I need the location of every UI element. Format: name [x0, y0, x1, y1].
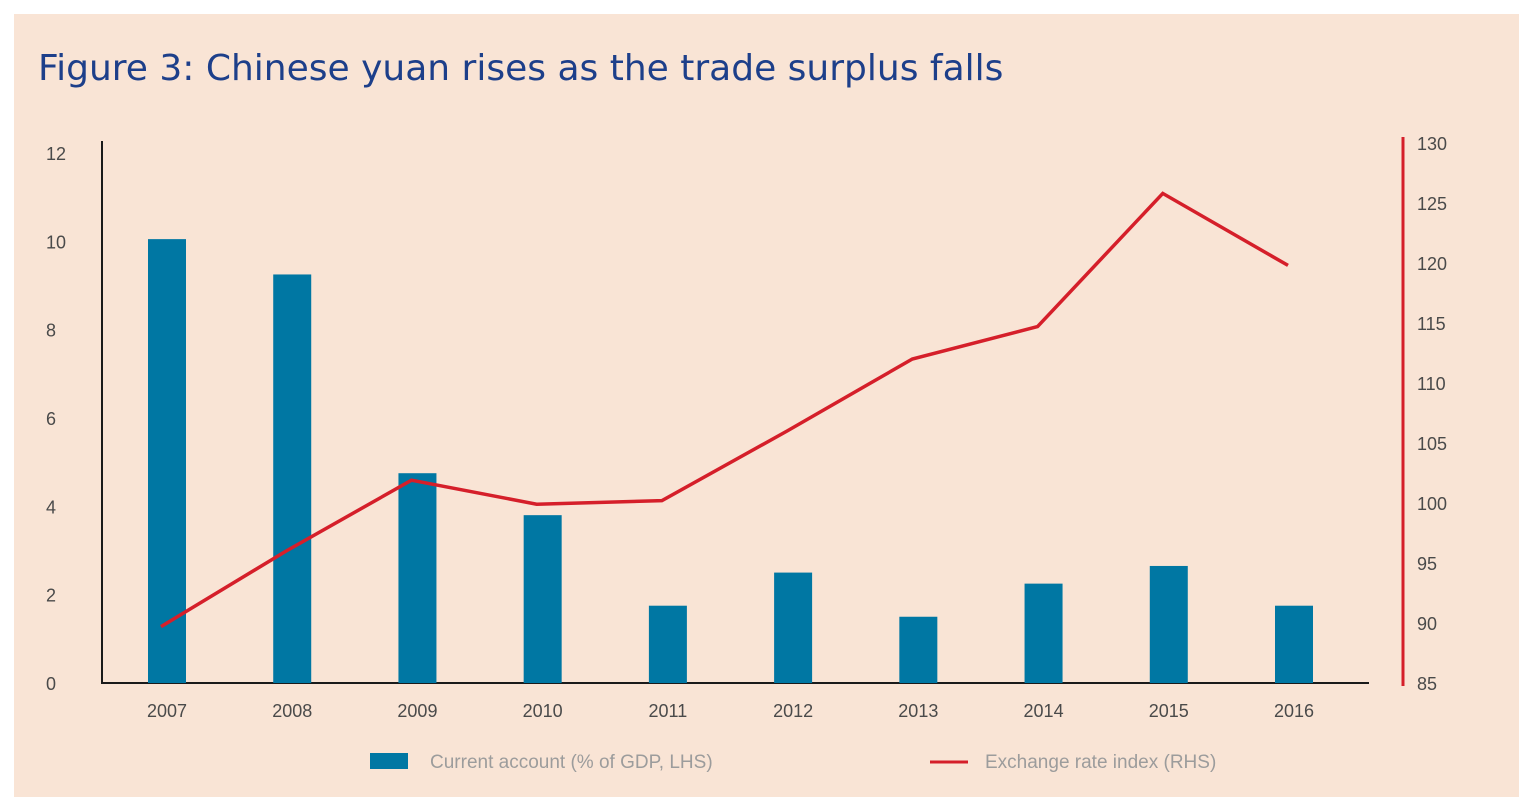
- right-tick-label: 105: [1417, 434, 1447, 454]
- right-tick-label: 125: [1417, 194, 1447, 214]
- left-tick-label: 6: [46, 409, 56, 429]
- legend-label-exchange-rate: Exchange rate index (RHS): [985, 752, 1216, 773]
- x-tick-label: 2009: [397, 701, 437, 721]
- right-tick-label: 115: [1417, 314, 1446, 334]
- x-tick-label: 2013: [898, 701, 938, 721]
- left-tick-label: 10: [46, 232, 66, 252]
- current-account-bars: [148, 239, 1313, 683]
- left-y-axis: 0 2 4 6 8 10 12: [46, 141, 103, 694]
- right-tick-label: 100: [1417, 494, 1447, 514]
- current-account-bar: [774, 572, 813, 683]
- x-tick-label: 2010: [523, 701, 563, 721]
- current-account-bar: [523, 515, 562, 683]
- legend: Current account (% of GDP, LHS) Exchange …: [370, 752, 1216, 773]
- current-account-bar: [148, 239, 186, 683]
- exchange-rate-series-line: [160, 191, 1289, 629]
- current-account-bar: [1149, 565, 1188, 683]
- x-axis: 2007 2008 2009 2010 2011 2012 2013 2014 2015 2016: [101, 682, 1369, 721]
- current-account-bar: [1024, 583, 1063, 683]
- current-account-bar: [899, 616, 938, 683]
- current-account-bar: [398, 473, 437, 683]
- left-tick-label: 0: [46, 674, 56, 694]
- x-tick-label: 2012: [773, 701, 813, 721]
- left-tick-label: 8: [46, 321, 56, 341]
- legend-swatch-bar: [370, 753, 408, 769]
- right-tick-label: 90: [1417, 614, 1437, 634]
- x-tick-label: 2007: [147, 701, 187, 721]
- exchange-rate-line: [160, 191, 1289, 629]
- right-tick-label: 120: [1417, 254, 1447, 274]
- x-tick-label: 2011: [649, 701, 688, 721]
- right-tick-label: 85: [1417, 674, 1437, 694]
- right-y-axis: 85 90 95 100 105 110 115 120 125 130: [1401, 134, 1447, 694]
- chart-panel: [14, 14, 1519, 797]
- current-account-bar: [648, 605, 687, 683]
- x-tick-label: 2015: [1149, 701, 1189, 721]
- left-tick-label: 4: [46, 497, 56, 517]
- right-tick-label: 110: [1417, 374, 1446, 394]
- current-account-bar: [273, 274, 312, 683]
- left-tick-label: 2: [46, 586, 56, 606]
- x-tick-label: 2008: [272, 701, 312, 721]
- right-tick-label: 130: [1417, 134, 1447, 154]
- legend-label-current-account: Current account (% of GDP, LHS): [430, 752, 713, 773]
- right-tick-label: 95: [1417, 554, 1437, 574]
- x-tick-label: 2014: [1024, 701, 1064, 721]
- chart-title: Figure 3: Chinese yuan rises as the trad…: [38, 48, 1004, 89]
- current-account-bar: [1275, 605, 1313, 683]
- x-tick-label: 2016: [1274, 701, 1314, 721]
- left-tick-label: 12: [46, 144, 66, 164]
